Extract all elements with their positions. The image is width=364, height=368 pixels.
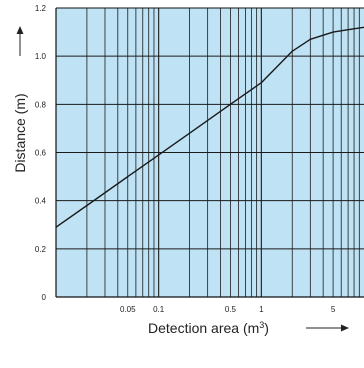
x-tick-label: 5	[331, 305, 336, 314]
grid-lines	[56, 8, 364, 297]
y-axis-label: Distance (m)	[12, 93, 28, 172]
y-tick-labels: 0 0.2 0.4 0.6 0.8 1.0 1.2	[35, 4, 47, 302]
y-tick-label: 0.2	[35, 245, 47, 254]
x-tick-label: 1	[259, 305, 264, 314]
y-axis-arrow	[16, 26, 24, 56]
y-tick-label: 0.6	[35, 149, 47, 158]
x-tick-label: 0.05	[120, 305, 136, 314]
x-axis-arrow	[306, 324, 349, 332]
y-tick-label: 1.0	[35, 52, 47, 61]
x-tick-labels: 0.05 0.1 0.5 1 5	[120, 305, 336, 314]
x-tick-label: 0.5	[225, 305, 237, 314]
y-tick-label: 0.4	[35, 197, 47, 206]
axes-frame	[55, 7, 364, 298]
y-tick-label: 1.2	[35, 4, 47, 13]
y-tick-label: 0.8	[35, 100, 47, 109]
series-layer	[55, 26, 364, 228]
x-axis-label: Detection area (m3)	[148, 320, 269, 336]
x-tick-label: 0.1	[153, 305, 165, 314]
y-tick-label: 0	[42, 293, 47, 302]
series-line	[55, 26, 364, 228]
